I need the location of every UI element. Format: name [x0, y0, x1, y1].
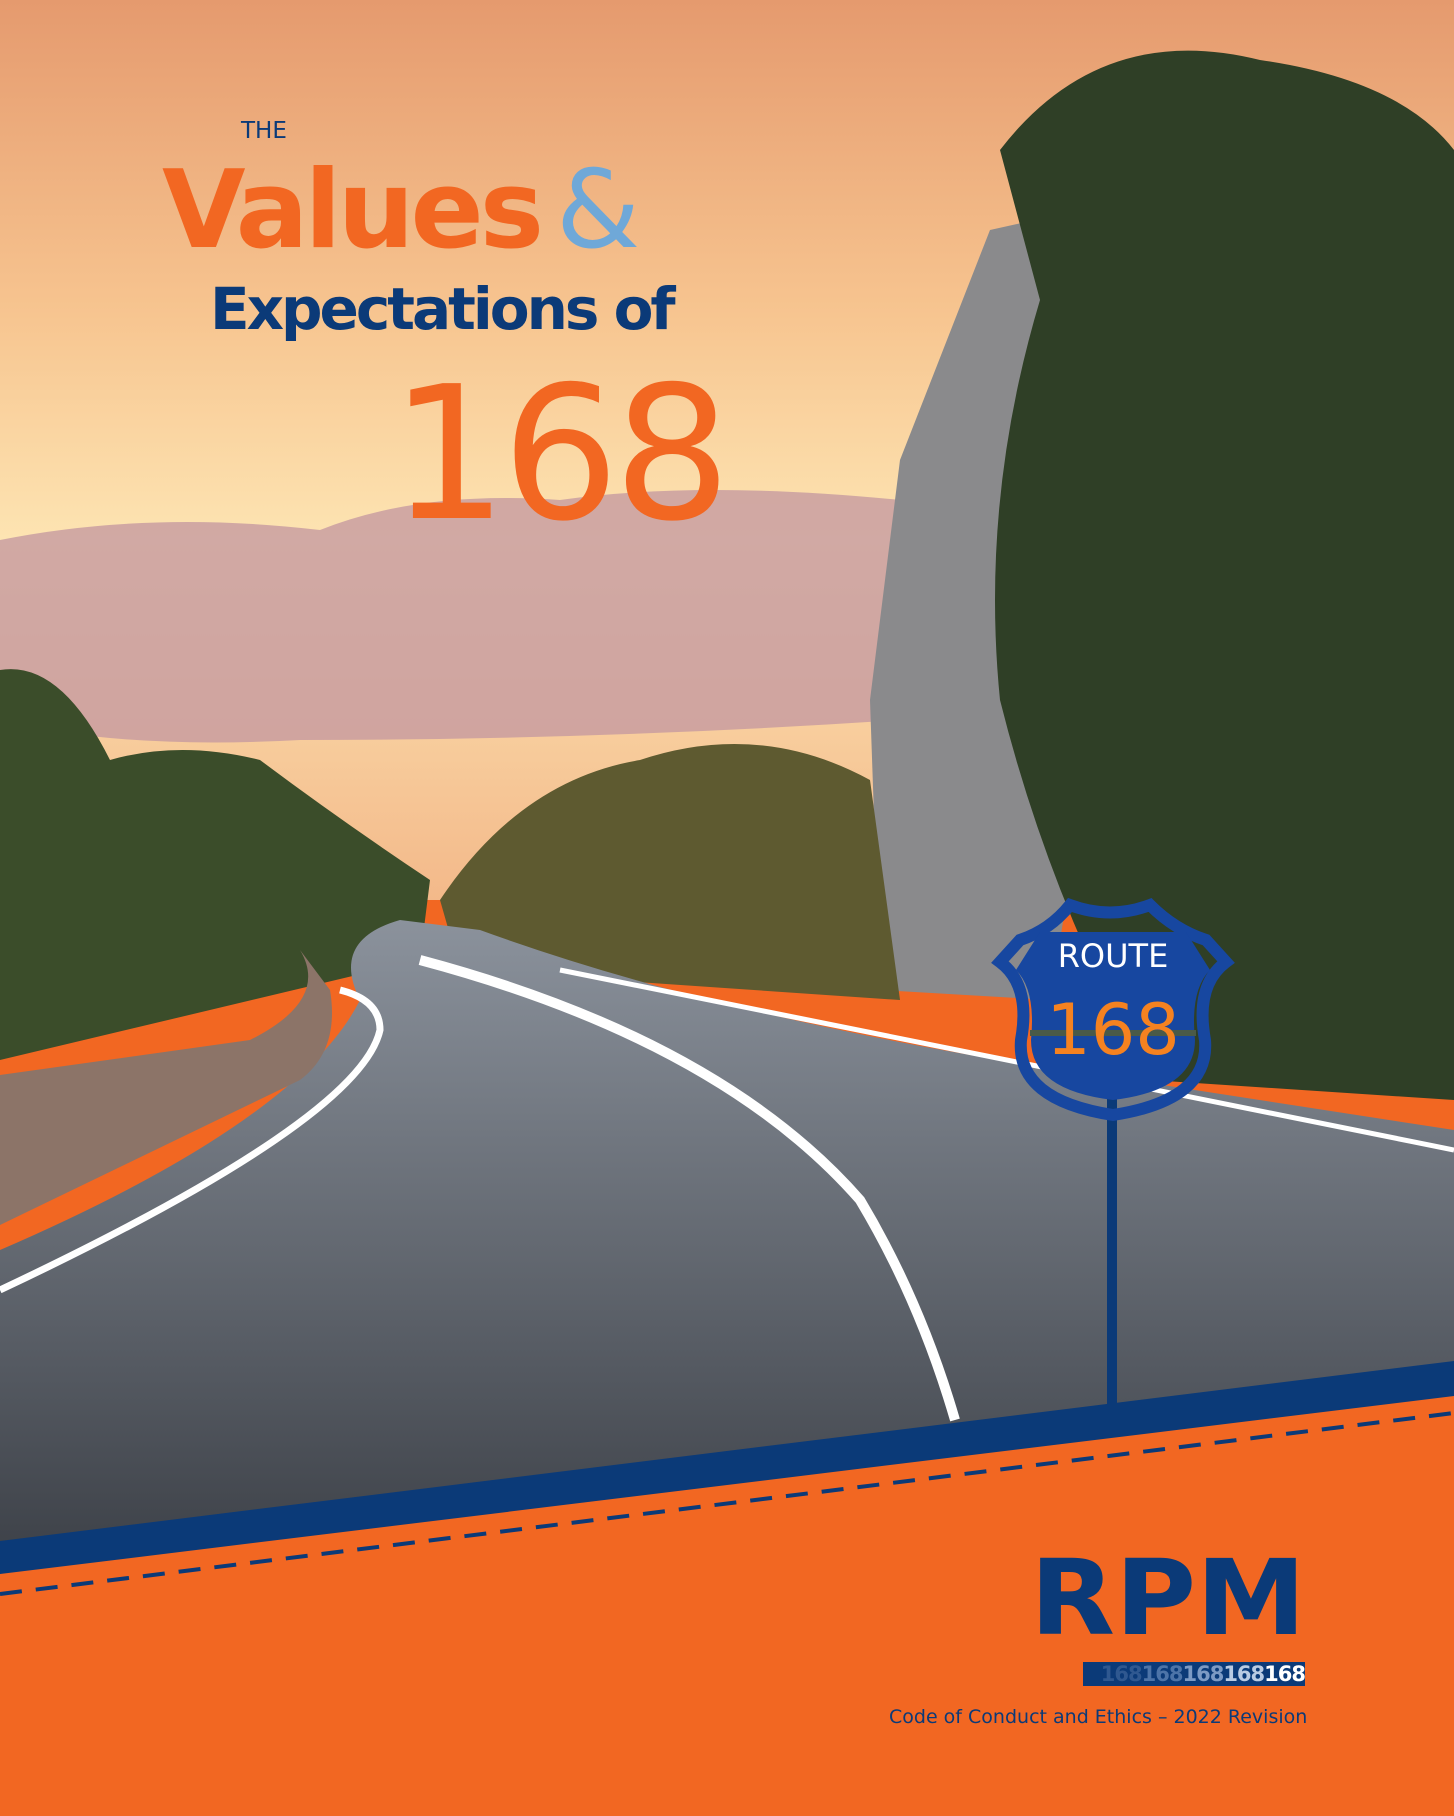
title-prefix: THE — [241, 118, 287, 144]
road-line-center — [418, 955, 960, 1422]
route-sign-label: ROUTE — [1057, 937, 1169, 975]
logo-number: 168 — [1100, 1662, 1143, 1686]
navy-stripe — [0, 1361, 1454, 1574]
logo-number: 168 — [1223, 1662, 1265, 1686]
rpm-logo: RPM — [1030, 1538, 1306, 1659]
route-shield-icon — [991, 897, 1235, 1410]
title-ampersand: & — [556, 148, 641, 273]
logo-number: 168 — [1264, 1662, 1305, 1686]
logo-number: 168 — [1182, 1662, 1224, 1686]
stone-wall — [0, 950, 332, 1225]
title-values: Values — [162, 148, 544, 273]
route-sign-number: 168 — [1046, 989, 1180, 1071]
clouds — [0, 490, 900, 743]
trees-right — [995, 50, 1454, 1100]
orange-footer-band — [0, 1385, 1454, 1816]
trees-left — [0, 669, 430, 1060]
rpm-logo-text: RPM — [1030, 1538, 1306, 1659]
road-line-left — [0, 986, 384, 1294]
title-expectations: Expectations of — [210, 275, 676, 343]
title-number: 168 — [390, 346, 731, 562]
bushes-middle — [440, 744, 900, 1000]
logo-number-strip: 168168168168168 — [1083, 1662, 1305, 1686]
logo-number: 168 — [1141, 1662, 1184, 1686]
road-line-right — [559, 967, 1454, 1153]
document-subtitle: Code of Conduct and Ethics – 2022 Revisi… — [889, 1706, 1308, 1728]
dashed-road-line — [0, 1411, 1454, 1596]
